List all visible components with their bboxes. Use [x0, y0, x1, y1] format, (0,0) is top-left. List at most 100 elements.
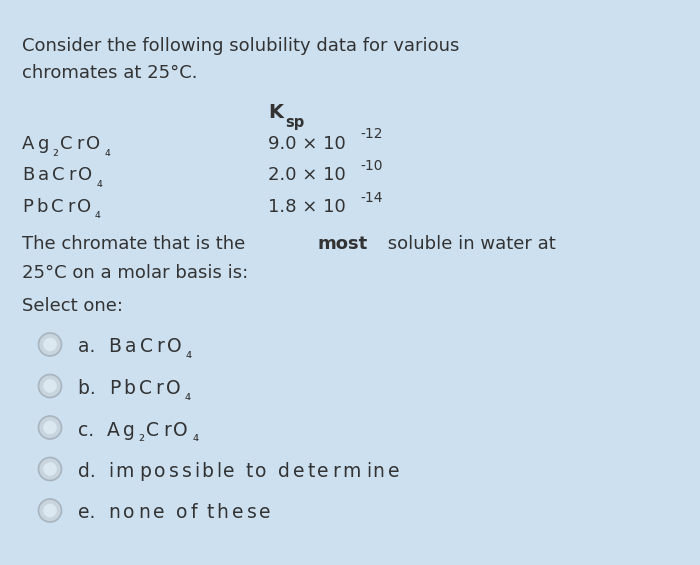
Text: P: P	[22, 198, 33, 216]
Text: n: n	[138, 503, 150, 523]
Text: e: e	[293, 462, 304, 481]
Text: e.: e.	[78, 503, 102, 523]
Text: n: n	[372, 462, 384, 481]
Text: Consider the following solubility data for various: Consider the following solubility data f…	[22, 37, 459, 55]
Text: chromates at 25°C.: chromates at 25°C.	[22, 64, 197, 82]
Text: B: B	[22, 167, 34, 185]
Text: n: n	[108, 503, 120, 523]
Text: o: o	[255, 462, 267, 481]
Text: e: e	[388, 462, 399, 481]
Text: o: o	[176, 503, 188, 523]
Circle shape	[38, 499, 62, 522]
Text: t: t	[308, 462, 315, 481]
Text: ₄: ₄	[193, 429, 198, 444]
Text: a.: a.	[78, 337, 102, 357]
Text: 2.0 × 10: 2.0 × 10	[268, 167, 346, 185]
Text: A: A	[106, 420, 120, 440]
Text: r: r	[163, 420, 171, 440]
Text: C: C	[52, 167, 64, 185]
Text: 25°C on a molar basis is:: 25°C on a molar basis is:	[22, 264, 248, 282]
Circle shape	[43, 421, 57, 434]
Text: i: i	[366, 462, 371, 481]
Text: m: m	[116, 462, 134, 481]
Text: s: s	[169, 462, 178, 481]
Text: d.: d.	[78, 462, 102, 481]
Circle shape	[38, 333, 62, 356]
Text: t: t	[246, 462, 253, 481]
Text: O: O	[77, 198, 91, 216]
Text: m: m	[342, 462, 360, 481]
Text: The chromate that is the: The chromate that is the	[22, 235, 251, 253]
Text: r: r	[157, 337, 164, 357]
Text: -10: -10	[360, 159, 383, 173]
Text: b: b	[123, 379, 135, 398]
Text: P: P	[108, 379, 120, 398]
Text: b: b	[201, 462, 213, 481]
Text: b.: b.	[78, 379, 102, 398]
Text: f: f	[190, 503, 197, 523]
Text: most: most	[318, 235, 368, 253]
Text: ₄: ₄	[185, 388, 190, 402]
Text: b: b	[36, 198, 48, 216]
Text: g: g	[38, 135, 49, 153]
Text: e: e	[232, 503, 243, 523]
Circle shape	[38, 416, 62, 439]
Text: 1.8 × 10: 1.8 × 10	[268, 198, 346, 216]
Text: O: O	[78, 167, 92, 185]
Text: r: r	[76, 135, 84, 153]
Text: soluble in water at: soluble in water at	[382, 235, 556, 253]
Text: Select one:: Select one:	[22, 297, 123, 315]
Text: r: r	[155, 379, 163, 398]
Circle shape	[43, 462, 57, 476]
Text: a: a	[38, 167, 49, 185]
Text: s: s	[182, 462, 192, 481]
Circle shape	[43, 379, 57, 393]
Text: h: h	[216, 503, 228, 523]
Text: g: g	[123, 420, 135, 440]
Circle shape	[38, 458, 62, 480]
Text: B: B	[108, 337, 121, 357]
Text: ₂: ₂	[139, 429, 145, 444]
Text: a: a	[125, 337, 136, 357]
Text: c.: c.	[78, 420, 100, 440]
Text: ₂: ₂	[52, 144, 59, 159]
Text: O: O	[174, 420, 188, 440]
Text: O: O	[167, 337, 181, 357]
Text: C: C	[146, 420, 160, 440]
Text: -12: -12	[360, 128, 383, 141]
Text: ₄: ₄	[186, 346, 192, 361]
Text: sp: sp	[286, 115, 304, 130]
Circle shape	[43, 338, 57, 351]
Text: e: e	[153, 503, 165, 523]
Text: o: o	[154, 462, 166, 481]
Text: i: i	[195, 462, 200, 481]
Circle shape	[38, 375, 62, 398]
Text: K: K	[268, 103, 283, 122]
Text: ₄: ₄	[95, 206, 101, 221]
Text: C: C	[51, 198, 64, 216]
Text: s: s	[246, 503, 256, 523]
Text: ₄: ₄	[104, 144, 110, 159]
Text: C: C	[139, 379, 152, 398]
Text: l: l	[216, 462, 221, 481]
Text: p: p	[139, 462, 150, 481]
Text: ₄: ₄	[96, 175, 102, 190]
Text: e: e	[223, 462, 235, 481]
Text: C: C	[60, 135, 73, 153]
Text: t: t	[207, 503, 214, 523]
Text: A: A	[22, 135, 34, 153]
Text: e: e	[259, 503, 271, 523]
Text: e: e	[317, 462, 329, 481]
Text: O: O	[166, 379, 180, 398]
Text: d: d	[277, 462, 289, 481]
Text: 9.0 × 10: 9.0 × 10	[268, 135, 346, 153]
Text: r: r	[67, 198, 74, 216]
Text: r: r	[69, 167, 76, 185]
Text: O: O	[86, 135, 100, 153]
Text: -14: -14	[360, 190, 383, 205]
Text: i: i	[108, 462, 114, 481]
Text: C: C	[140, 337, 153, 357]
Text: r: r	[332, 462, 340, 481]
Text: o: o	[123, 503, 135, 523]
Circle shape	[43, 504, 57, 518]
